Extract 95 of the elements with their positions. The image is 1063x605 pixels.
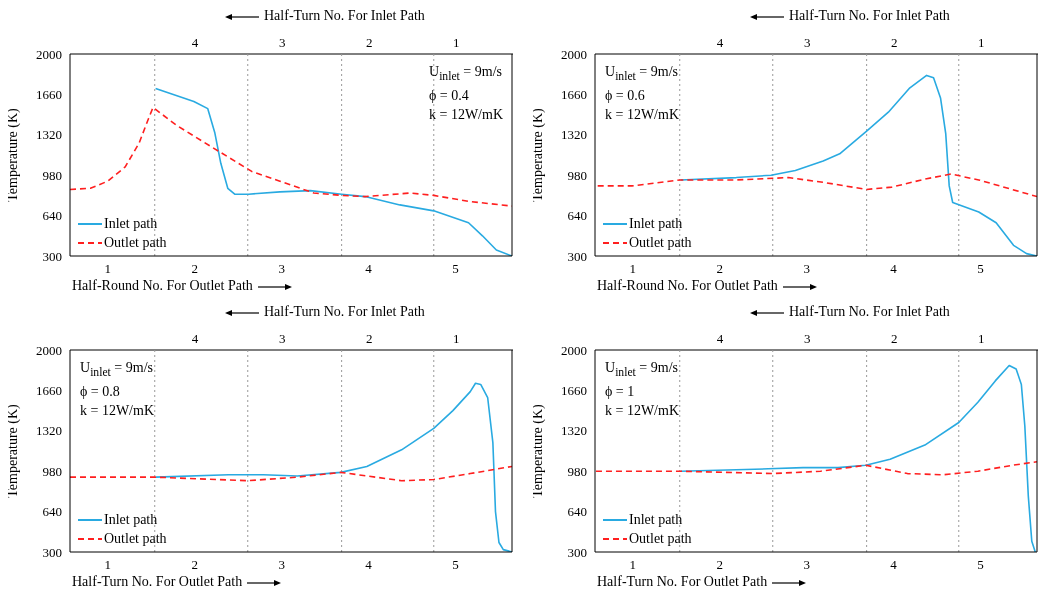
x2-axis-title: Half-Turn No. For Inlet Path bbox=[789, 8, 950, 23]
y-tick-label: 1320 bbox=[561, 127, 587, 143]
annotation: ϕ = 0.8 bbox=[80, 382, 121, 401]
y-tick-label: 980 bbox=[42, 167, 62, 183]
x2-tick-label: 2 bbox=[366, 331, 373, 346]
annotation: k = 12W/mK bbox=[605, 105, 679, 124]
x-tick-label: 1 bbox=[629, 261, 637, 277]
x-tick-label: 4 bbox=[365, 261, 373, 277]
annotation: ϕ = 0.4 bbox=[429, 86, 470, 105]
legend-label: Inlet path bbox=[629, 511, 683, 529]
annotation: ϕ = 1 bbox=[605, 382, 636, 401]
y-tick-label: 640 bbox=[567, 208, 587, 224]
y-axis-title: Temperature (K) bbox=[529, 403, 546, 498]
x-tick-label: 3 bbox=[278, 261, 285, 277]
y-tick-label: 300 bbox=[42, 544, 62, 560]
x2-axis-title: Half-Turn No. For Inlet Path bbox=[264, 304, 425, 319]
y-tick-label: 980 bbox=[567, 167, 587, 183]
y-tick-label: 2000 bbox=[561, 342, 587, 358]
x2-tick-label: 3 bbox=[278, 35, 286, 50]
x-tick-label: 5 bbox=[977, 557, 984, 573]
y-tick-label: 1320 bbox=[36, 423, 62, 439]
x-tick-label: 3 bbox=[803, 261, 810, 277]
annotation: k = 12W/mK bbox=[605, 401, 679, 420]
x2-tick-label: 1 bbox=[978, 331, 985, 346]
y-tick-label: 640 bbox=[42, 504, 62, 520]
x2-tick-label: 3 bbox=[803, 331, 811, 346]
y-tick-label: 2000 bbox=[36, 342, 62, 358]
x2-axis-title: Half-Turn No. For Inlet Path bbox=[789, 304, 950, 319]
x-tick-label: 4 bbox=[890, 557, 898, 573]
x2-tick-label: 1 bbox=[453, 35, 460, 50]
x-tick-label: 5 bbox=[452, 261, 459, 277]
line-series bbox=[595, 460, 1037, 476]
x-tick-label: 1 bbox=[104, 261, 112, 277]
y-axis-title: Temperature (K) bbox=[4, 403, 21, 498]
y-tick-label: 300 bbox=[567, 544, 587, 560]
x-tick-label: 5 bbox=[452, 557, 459, 573]
legend-label: Inlet path bbox=[104, 511, 158, 529]
annotation: ϕ = 0.6 bbox=[605, 86, 646, 105]
annotation: U$_{inlet}$ = 9m/s bbox=[605, 63, 679, 85]
y-axis-title: Temperature (K) bbox=[529, 107, 546, 202]
x-tick-label: 2 bbox=[191, 261, 198, 277]
annotation: k = 12W/mK bbox=[429, 105, 503, 124]
legend-label: Inlet path bbox=[104, 215, 158, 233]
line-series bbox=[596, 173, 1037, 198]
annotation: U$_{inlet}$ = 9m/s bbox=[429, 63, 503, 85]
x-axis-title: Half-Turn No. For Outlet Path bbox=[597, 574, 768, 589]
x2-tick-label: 4 bbox=[191, 331, 199, 346]
x2-tick-label: 2 bbox=[891, 35, 898, 50]
x2-axis-title: Half-Turn No. For Inlet Path bbox=[264, 8, 425, 23]
y-tick-label: 1660 bbox=[36, 383, 62, 399]
x-axis-title: Half-Round No. For Outlet Path bbox=[72, 278, 253, 293]
y-tick-label: 640 bbox=[567, 504, 587, 520]
x-tick-label: 2 bbox=[716, 261, 723, 277]
y-tick-label: 1660 bbox=[561, 87, 587, 103]
x2-tick-label: 1 bbox=[978, 35, 985, 50]
x2-tick-label: 3 bbox=[278, 331, 286, 346]
x2-tick-label: 3 bbox=[803, 35, 811, 50]
x-tick-label: 1 bbox=[104, 557, 112, 573]
x2-tick-label: 2 bbox=[366, 35, 373, 50]
y-axis-title: Temperature (K) bbox=[4, 107, 21, 202]
legend-label: Outlet path bbox=[629, 530, 692, 548]
annotation: U$_{inlet}$ = 9m/s bbox=[80, 359, 154, 381]
x-tick-label: 1 bbox=[629, 557, 637, 573]
x-tick-label: 2 bbox=[191, 557, 198, 573]
x-axis-title: Half-Turn No. For Outlet Path bbox=[72, 574, 243, 589]
legend-label: Inlet path bbox=[629, 215, 683, 233]
x2-tick-label: 1 bbox=[453, 331, 460, 346]
y-tick-label: 640 bbox=[42, 208, 62, 224]
y-tick-label: 300 bbox=[42, 248, 62, 264]
y-tick-label: 1660 bbox=[561, 383, 587, 399]
legend-label: Outlet path bbox=[629, 234, 692, 252]
y-tick-label: 1320 bbox=[561, 423, 587, 439]
line-series bbox=[70, 465, 512, 482]
annotation: U$_{inlet}$ = 9m/s bbox=[605, 359, 679, 381]
x-tick-label: 3 bbox=[803, 557, 810, 573]
legend-label: Outlet path bbox=[104, 530, 167, 548]
x2-tick-label: 4 bbox=[716, 35, 724, 50]
x2-tick-label: 4 bbox=[191, 35, 199, 50]
y-tick-label: 980 bbox=[567, 463, 587, 479]
x-tick-label: 3 bbox=[278, 557, 285, 573]
y-tick-label: 2000 bbox=[36, 46, 62, 62]
x2-tick-label: 4 bbox=[716, 331, 724, 346]
annotation: k = 12W/mK bbox=[80, 401, 154, 420]
x-axis-title: Half-Round No. For Outlet Path bbox=[597, 278, 778, 293]
legend-label: Outlet path bbox=[104, 234, 167, 252]
y-tick-label: 980 bbox=[42, 463, 62, 479]
y-tick-label: 300 bbox=[567, 248, 587, 264]
y-tick-label: 1320 bbox=[36, 127, 62, 143]
x2-tick-label: 2 bbox=[891, 331, 898, 346]
x-tick-label: 2 bbox=[716, 557, 723, 573]
x-tick-label: 4 bbox=[890, 261, 898, 277]
y-tick-label: 1660 bbox=[36, 87, 62, 103]
y-tick-label: 2000 bbox=[561, 46, 587, 62]
x-tick-label: 4 bbox=[365, 557, 373, 573]
x-tick-label: 5 bbox=[977, 261, 984, 277]
